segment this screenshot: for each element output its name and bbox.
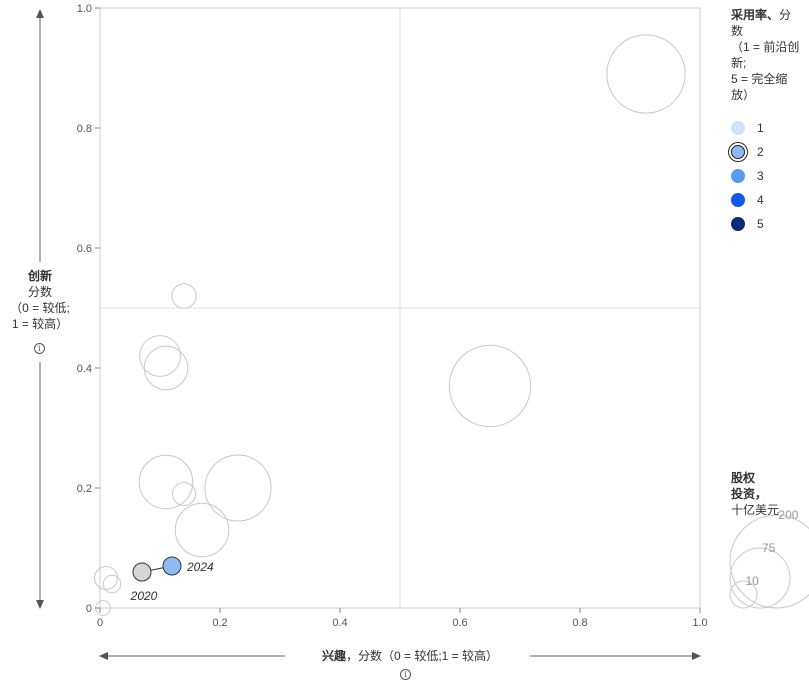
legend-swatch [731,217,745,231]
bubble-layer [94,34,686,616]
y-tick-label: 1.0 [77,3,92,15]
adoption-legend-title-bold: 采用率、 [731,8,780,22]
size-legend-title-rest: 十亿美元 [731,503,780,517]
x-tick-label: 1.0 [692,617,707,629]
y-tick-label: 0.6 [77,243,92,255]
investment-bubble [143,345,189,391]
size-legend: 200 75 10 [729,508,809,609]
adoption-legend-title-rest: 分数 （1 = 前沿创新; 5 = 完全缩放） [731,8,800,102]
highlight-label-2024: 2024 [186,560,214,574]
investment-bubble [174,502,230,558]
x-arrow-left-head [99,652,108,660]
size-legend-label: 75 [762,541,776,555]
y-info-icon[interactable]: i [34,343,45,354]
y-tick-label: 0.8 [77,123,92,135]
legend-swatch [731,121,745,135]
investment-bubble [204,454,272,522]
legend-swatch [731,169,745,183]
axis-arrows [36,9,701,660]
legend-swatch [731,145,745,159]
legend-item-5: 5 [731,212,764,236]
adoption-legend-title: 采用率、分数 （1 = 前沿创新; 5 = 完全缩放） [731,7,803,103]
x-tick-label: 0.2 [212,617,227,629]
x-tick-label: 0 [97,617,103,629]
size-legend-label: 10 [745,574,759,588]
investment-bubble [138,454,194,510]
y-tick-label: 0.2 [77,483,92,495]
legend-item-2: 2 [731,140,764,164]
legend-label: 1 [757,121,764,135]
legend-swatch [731,193,745,207]
size-legend-title-bold: 股权 投资， [731,471,768,501]
investment-bubble [139,335,181,377]
legend-item-3: 3 [731,164,764,188]
y-axis-label: 创新 分数 （0 = 较低; 1 = 较高） [0,268,80,332]
plot-grid [99,7,701,609]
x-tick-label: 0.4 [332,617,347,629]
y-axis-label-bold: 创新 [27,269,52,283]
x-tick-label: 0.8 [572,617,587,629]
legend-label: 2 [757,145,764,159]
size-legend-title: 股权 投资， 十亿美元 [731,470,803,518]
highlight-label-2020: 2020 [130,589,158,603]
y-arrow-up-head [36,9,44,18]
highlight-point-2024 [162,556,182,576]
x-axis-label-bold: 兴趣 [321,649,346,663]
adoption-legend: 1 2 3 4 5 [731,116,764,236]
tick-labels: 0 0.2 0.4 0.6 0.8 1.0 0 0.2 0.4 0.6 0.8 1.0 [77,3,708,629]
legend-label: 5 [757,217,764,231]
x-axis-label-rest: ，分数（0 = 较低;1 = 较高） [345,649,499,663]
x-arrow-right-head [692,652,701,660]
y-tick-label: 0 [86,603,92,615]
size-legend-label: 200 [778,508,798,522]
x-axis-label: 兴趣，分数（0 = 较低;1 = 较高） [290,647,530,664]
investment-bubble [606,34,686,114]
investment-bubble [171,283,197,309]
investment-bubble [102,574,122,594]
highlight-point-2020 [132,562,152,582]
size-legend-circle [729,547,791,609]
investment-bubble [172,482,196,506]
investment-bubble [448,344,532,428]
x-info-icon[interactable]: i [400,669,411,680]
investment-bubble [94,566,118,590]
legend-label: 4 [757,193,764,207]
legend-item-1: 1 [731,116,764,140]
size-legend-circle [729,514,809,609]
y-axis-label-rest: 分数 （0 = 较低; 1 = 较高） [10,285,70,331]
highlight-layer: 2020 2024 [130,556,214,603]
y-tick-label: 0.4 [77,363,92,375]
legend-label: 3 [757,169,764,183]
y-arrow-down-head [36,600,44,609]
size-legend-circle [729,580,758,609]
legend-item-4: 4 [731,188,764,212]
x-tick-label: 0.6 [452,617,467,629]
